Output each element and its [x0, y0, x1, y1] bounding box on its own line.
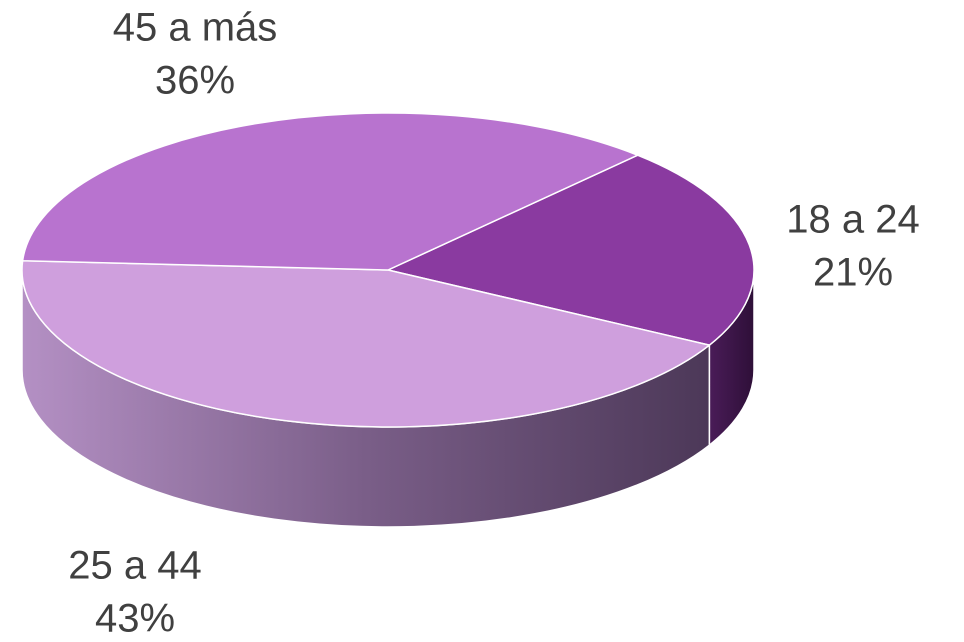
slice-value-label: 43%	[95, 597, 175, 641]
slice-label: 45 a más	[113, 6, 278, 50]
pie-slice	[21, 112, 640, 271]
slice-value-label: 21%	[813, 251, 893, 295]
slice-label: 25 a 44	[68, 544, 201, 588]
slice-label: 18 a 24	[786, 198, 919, 242]
pie-slice	[21, 259, 712, 428]
slice-value-label: 36%	[155, 59, 235, 103]
pie-slice	[385, 154, 755, 346]
